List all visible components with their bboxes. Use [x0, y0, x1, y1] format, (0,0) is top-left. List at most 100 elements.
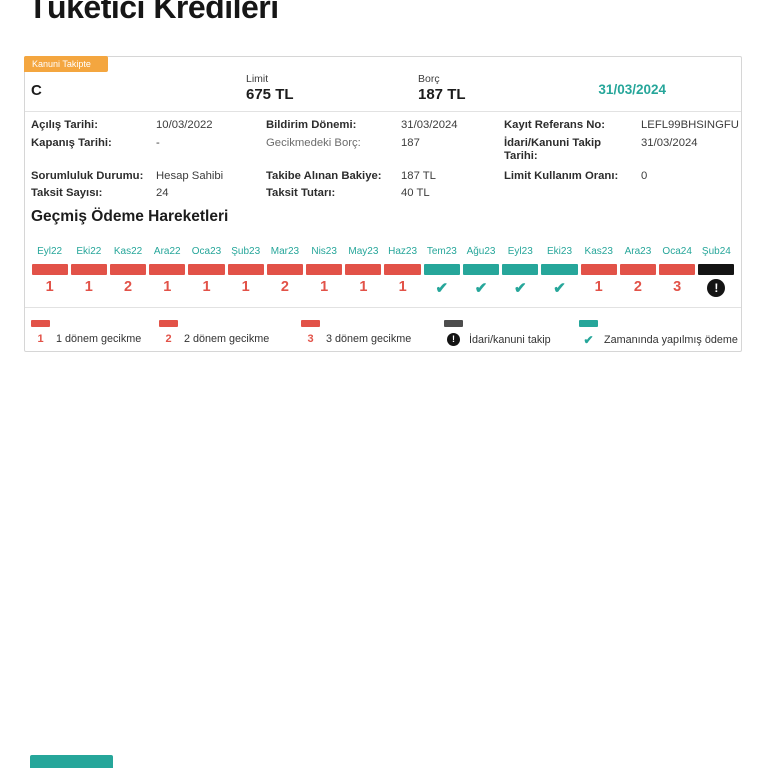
timeline-status-value: 1: [320, 279, 329, 295]
detail-label: Gecikmedeki Borç:: [266, 136, 361, 149]
timeline-status-bar: [384, 264, 421, 275]
legend-color-bar: [444, 320, 463, 327]
legend-item: ! İdari/kanuni takip: [444, 320, 551, 346]
detail-value: 31/03/2024: [641, 136, 698, 149]
payment-timeline: Eyl22 1 Eki22 1 Kas22 2 Ara22 1 Oca23 1 …: [30, 246, 736, 299]
legend-color-bar: [159, 320, 178, 327]
page-title: Tüketici Kredileri: [28, 0, 279, 25]
timeline-month-column: Ara23 2: [618, 246, 657, 299]
timeline-status-value: 1: [202, 279, 211, 295]
legend-caption: 3 3 dönem gecikme: [301, 333, 411, 345]
timeline-month-label: Ara22: [153, 246, 181, 257]
legend-caption: ! İdari/kanuni takip: [444, 333, 551, 346]
legend-label: İdari/kanuni takip: [469, 333, 551, 346]
timeline-status-value: 2: [280, 279, 289, 295]
timeline-month-label: Kas22: [113, 246, 143, 257]
timeline-month-column: Oca23 1: [187, 246, 226, 299]
timeline-month-column: Eyl23 ✔: [501, 246, 540, 299]
legend-label: Zamanında yapılmış ödeme: [604, 334, 738, 346]
timeline-month-label: Nis23: [311, 246, 337, 257]
detail-label: İdari/Kanuni Takip Tarihi:: [504, 136, 602, 163]
timeline-status-bar: [619, 264, 657, 275]
timeline-status-value: 2: [633, 279, 642, 295]
timeline-month-label: Oca24: [662, 246, 692, 257]
legend-color-bar: [579, 320, 598, 327]
timeline-status-bar: [423, 264, 460, 275]
on-time-check-icon: ✔: [435, 280, 449, 297]
timeline-status-value: 1: [359, 279, 368, 295]
timeline-status-value: 1: [594, 279, 603, 295]
timeline-status-value: 1: [398, 279, 407, 295]
timeline-month-column: Tem23 ✔: [422, 246, 461, 299]
timeline-status-bar: [698, 264, 735, 275]
legend-symbol: 3: [307, 333, 314, 345]
detail-value: 24: [156, 187, 169, 199]
timeline-month-label: Eyl22: [37, 246, 63, 257]
detail-label: Kayıt Referans No:: [504, 119, 606, 131]
detail-value: Hesap Sahibi: [156, 169, 224, 182]
legend-item: ✔ Zamanında yapılmış ödeme: [579, 320, 738, 347]
timeline-month-label: Tem23: [426, 246, 457, 257]
legend-item: 3 3 dönem gecikme: [301, 320, 411, 345]
timeline-month-column: Ağu23 ✔: [461, 246, 500, 299]
detail-label: Taksit Sayısı:: [31, 187, 103, 199]
detail-label: Açılış Tarihi:: [31, 119, 98, 131]
legend-symbol: 2: [165, 333, 172, 345]
timeline-month-column: Eki22 1: [69, 246, 108, 299]
detail-label: Takibe Alınan Bakiye:: [266, 169, 382, 182]
timeline-status-value: 1: [84, 279, 93, 295]
limit-label: Limit: [246, 73, 269, 85]
legend-item: 1 1 dönem gecikme: [31, 320, 141, 345]
timeline-month-label: Ara23: [624, 246, 652, 257]
timeline-month-column: Eyl22 1: [30, 246, 69, 299]
detail-row: Kapanış Tarihi: - Gecikmedeki Borç: 187 …: [31, 137, 735, 164]
timeline-status-value: 1: [163, 279, 172, 295]
timeline-month-label: May23: [348, 246, 379, 257]
legal-action-icon: !: [707, 279, 726, 297]
timeline-status-value: 2: [124, 279, 133, 295]
timeline-status-bar: [580, 264, 617, 275]
detail-label: Limit Kullanım Oranı:: [504, 169, 619, 182]
detail-row: Açılış Tarihi: 10/03/2022 Bildirim Dönem…: [31, 119, 739, 133]
timeline-month-column: Nis23 1: [305, 246, 344, 299]
detail-label: Sorumluluk Durumu:: [31, 169, 144, 182]
legend-caption: ✔ Zamanında yapılmış ödeme: [579, 333, 738, 347]
timeline-status-bar: [31, 264, 68, 275]
legend-caption: 2 2 dönem gecikme: [159, 333, 269, 345]
header-divider: [25, 111, 741, 112]
timeline-month-column: May23 1: [344, 246, 383, 299]
legend-color-bar: [31, 320, 50, 327]
timeline-month-column: Oca24 3: [658, 246, 697, 299]
timeline-month-column: Ara22 1: [148, 246, 187, 299]
timeline-status-bar: [188, 264, 225, 275]
timeline-status-bar: [266, 264, 304, 275]
timeline-month-label: Eki23: [546, 246, 572, 257]
on-time-check-icon: ✔: [553, 280, 566, 297]
detail-value: 31/03/2024: [401, 119, 458, 131]
timeline-status-bar: [541, 264, 578, 275]
timeline-month-label: Eyl23: [507, 246, 533, 257]
timeline-status-value: 1: [241, 279, 250, 295]
timeline-month-column: Şub24 !: [697, 246, 736, 299]
detail-label: Taksit Tutarı:: [266, 187, 336, 199]
detail-value: 187: [401, 136, 420, 149]
account-name: C: [31, 82, 42, 99]
timeline-status-bar: [306, 264, 343, 275]
timeline-month-column: Kas23 1: [579, 246, 618, 299]
card-header: C Limit 675 TL Borç 187 TL 31/03/2024: [31, 73, 735, 113]
timeline-month-label: Kas23: [584, 246, 613, 257]
detail-value: -: [156, 136, 160, 149]
payment-legend: 1 1 dönem gecikme 2 2 dönem gecikme 3 3 …: [31, 320, 738, 350]
timeline-month-column: Şub23 1: [226, 246, 265, 299]
legend-item: 2 2 dönem gecikme: [159, 320, 269, 345]
timeline-status-bar: [462, 264, 500, 275]
report-date: 31/03/2024: [598, 82, 666, 97]
legend-divider: [25, 307, 741, 308]
timeline-month-column: Kas22 2: [108, 246, 147, 299]
detail-value: 0: [641, 169, 648, 182]
detail-value: 187 TL: [401, 169, 436, 182]
timeline-month-label: Mar23: [270, 246, 300, 257]
timeline-month-label: Ağu23: [466, 246, 496, 257]
timeline-month-label: Haz23: [388, 246, 418, 257]
debt-value: 187 TL: [418, 86, 466, 103]
